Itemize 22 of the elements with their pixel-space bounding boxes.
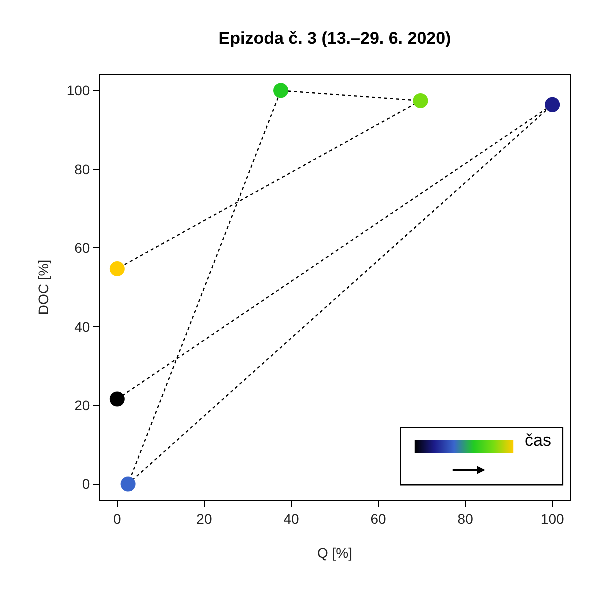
annotation: čas bbox=[525, 431, 552, 450]
x-tick-label: 80 bbox=[458, 510, 474, 527]
x-tick-label: 20 bbox=[196, 510, 212, 527]
y-axis-title: DOC [%] bbox=[35, 260, 52, 316]
y-tick-label: 20 bbox=[74, 397, 90, 414]
point bbox=[274, 83, 289, 98]
chart-title: Epizoda č. 3 (13.–29. 6. 2020) bbox=[218, 28, 452, 48]
y-tick-label: 0 bbox=[82, 476, 90, 492]
point bbox=[120, 476, 136, 492]
y-tick-label: 100 bbox=[66, 82, 90, 99]
y-tick-label: 80 bbox=[74, 161, 90, 178]
point bbox=[110, 262, 125, 276]
point bbox=[413, 93, 428, 108]
point bbox=[110, 392, 125, 407]
x-tick-label: 100 bbox=[540, 510, 564, 527]
x-tick-label: 60 bbox=[370, 510, 387, 527]
y-tick-label: 60 bbox=[74, 240, 90, 256]
x-tick-label: 40 bbox=[284, 510, 300, 527]
x-axis-title: Q [%] bbox=[317, 545, 353, 562]
x-tick-label: 0 bbox=[114, 510, 122, 527]
y-tick-label: 40 bbox=[74, 318, 90, 335]
point bbox=[545, 97, 560, 112]
